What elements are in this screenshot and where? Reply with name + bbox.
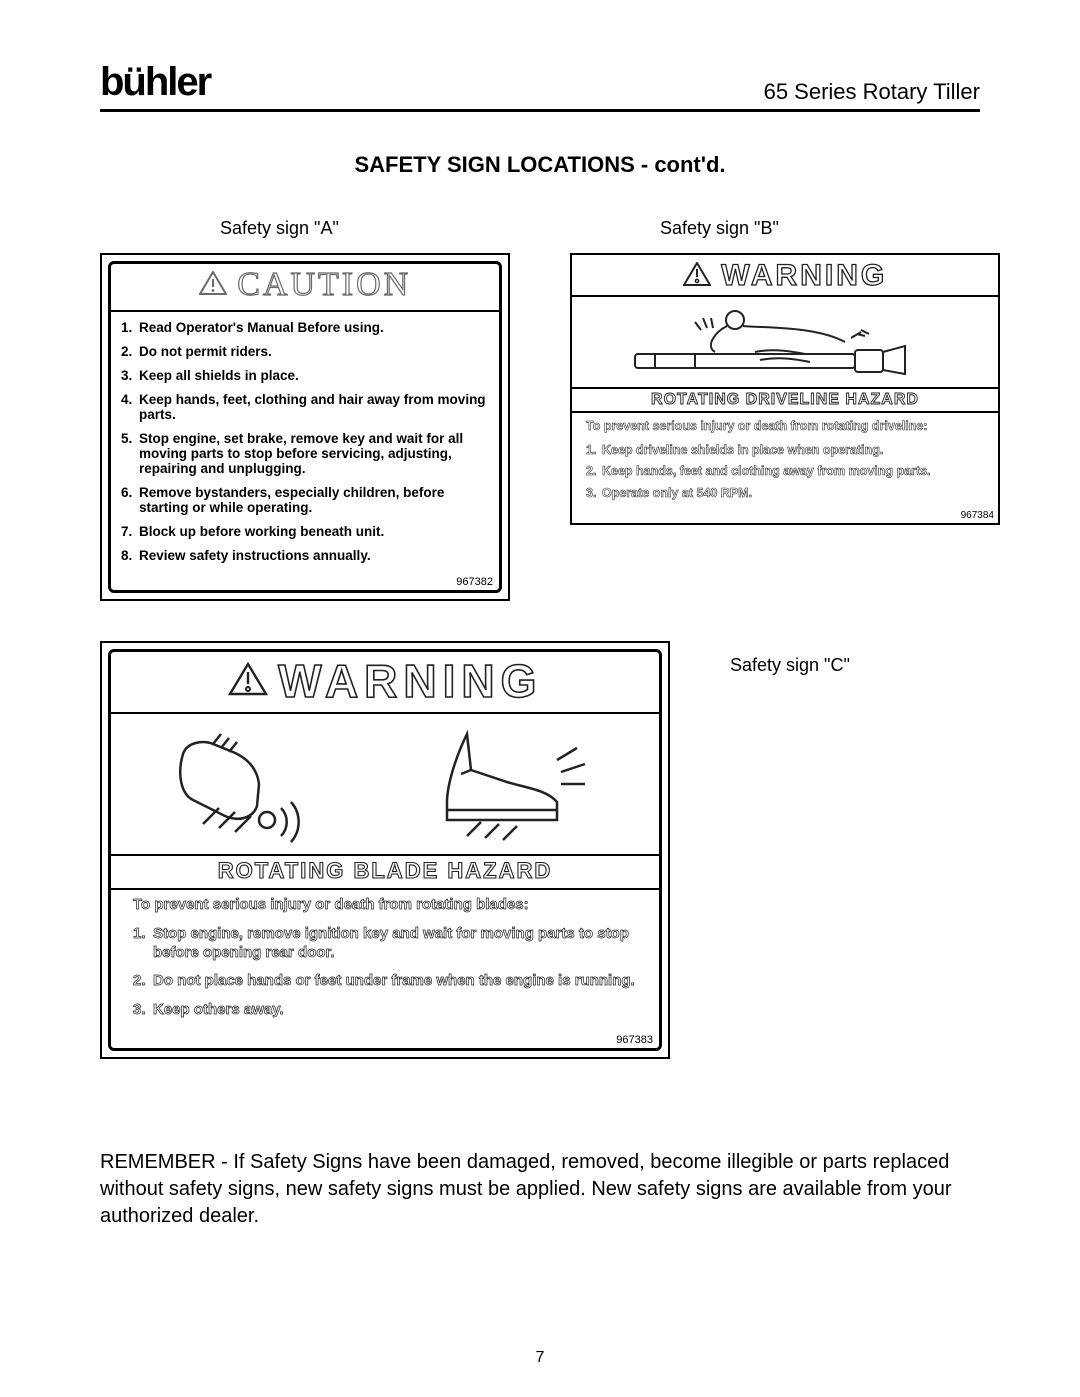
sign-a-item: Remove bystanders, especially children, … [139,485,487,515]
warning-triangle-icon [199,271,227,300]
sign-a-item: Stop engine, set brake, remove key and w… [139,431,487,476]
sign-a-item: Block up before working beneath unit. [139,524,384,539]
sign-a-item: Keep hands, feet, clothing and hair away… [139,392,487,422]
sign-c-header-word: WARNING [278,654,542,708]
page-number: 7 [0,1349,1080,1367]
sign-c-item: Keep others away. [153,1001,284,1020]
sign-b-lead: To prevent serious injury or death from … [586,419,984,435]
sign-a-item: Do not permit riders. [139,344,272,359]
header-bar: bühler 65 Series Rotary Tiller [100,60,980,112]
sign-c-item: Do not place hands or feet under frame w… [153,972,635,991]
sign-b-label: Safety sign "B" [570,218,1000,239]
warning-triangle-icon [228,662,268,701]
sign-b-header-word: WARNING [721,259,887,293]
page-title: SAFETY SIGN LOCATIONS - cont'd. [100,152,980,178]
warning-triangle-icon [683,262,711,291]
sign-c-label: Safety sign "C" [730,655,850,676]
product-name: 65 Series Rotary Tiller [764,79,980,105]
sign-c-part-number: 967383 [111,1034,659,1048]
sign-a-list: 1.Read Operator's Manual Before using. 2… [111,312,499,576]
sign-a: CAUTION 1.Read Operator's Manual Before … [100,253,510,601]
sign-a-item: Keep all shields in place. [139,368,299,383]
sign-c-subhead: ROTATING BLADE HAZARD [111,856,659,888]
driveline-hazard-pictogram [572,297,998,387]
sign-c-item: Stop engine, remove ignition key and wai… [153,925,637,963]
sign-b-subhead: ROTATING DRIVELINE HAZARD [572,389,998,411]
brand-logo: bühler [100,60,210,105]
sign-a-label: Safety sign "A" [100,218,510,239]
sign-a-header-word: CAUTION [237,266,411,304]
sign-b-part-number: 967384 [572,510,998,523]
remember-paragraph: REMEMBER - If Safety Signs have been dam… [100,1149,980,1230]
sign-a-item: Review safety instructions annually. [139,548,371,563]
blade-hazard-pictogram [111,714,659,854]
sign-c-lead: To prevent serious injury or death from … [133,896,637,915]
sign-a-part-number: 967382 [111,576,499,590]
sign-a-item: Read Operator's Manual Before using. [139,320,384,335]
sign-b-item: Keep driveline shields in place when ope… [602,443,883,459]
sign-b-item: Operate only at 540 RPM. [602,486,752,502]
sign-b: WARNING [570,253,1000,525]
sign-b-item: Keep hands, feet and clothing away from … [602,464,931,480]
sign-c: WARNING [100,641,670,1059]
